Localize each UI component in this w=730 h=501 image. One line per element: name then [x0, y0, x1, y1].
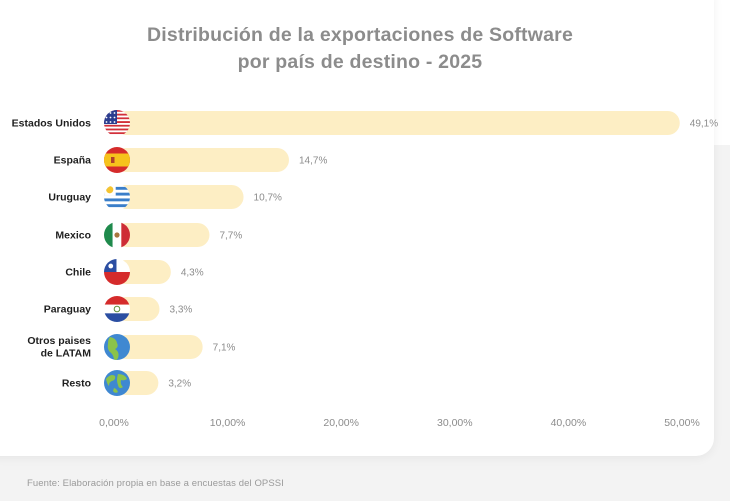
- bar: [114, 335, 203, 359]
- category-label: Estados Unidos: [12, 118, 92, 130]
- value-label: 4,3%: [181, 268, 204, 279]
- chart-title-line-1: Distribución de la exportaciones de Soft…: [147, 24, 573, 46]
- bar-chart: Estados Unidos 49,1% España 14,7% Uruguay 10,…: [12, 110, 718, 429]
- globe-americas-icon: [104, 334, 130, 360]
- globe-world-icon: [104, 370, 130, 396]
- value-label: 10,7%: [254, 193, 282, 204]
- spain-flag: [104, 147, 130, 173]
- source-note: Fuente: Elaboración propia en base a enc…: [27, 478, 284, 489]
- bar-row: Uruguay 10,7%: [48, 184, 282, 210]
- chart-title-line-2: por país de destino - 2025: [237, 51, 483, 73]
- x-tick-label: 20,00%: [323, 417, 359, 429]
- category-label: Chile: [65, 267, 91, 279]
- bar-row: Chile 4,3%: [65, 259, 204, 285]
- value-label: 3,2%: [168, 379, 191, 390]
- category-label: Uruguay: [48, 192, 91, 204]
- value-label: 14,7%: [299, 156, 327, 167]
- x-tick-label: 30,00%: [437, 417, 473, 429]
- bar: [114, 185, 244, 209]
- category-label: Paraguay: [44, 304, 91, 316]
- x-tick-label: 10,00%: [210, 417, 246, 429]
- uruguay-flag: [104, 184, 130, 210]
- bar: [114, 111, 680, 135]
- bar-row: Estados Unidos 49,1%: [12, 110, 718, 136]
- value-label: 49,1%: [690, 119, 718, 130]
- bar-row: Mexico 7,7%: [55, 222, 242, 248]
- value-label: 7,7%: [219, 231, 242, 242]
- chart-title: Distribución de la exportaciones de Soft…: [100, 22, 620, 76]
- value-label: 3,3%: [169, 305, 192, 316]
- chile-flag: [104, 259, 130, 285]
- x-tick-label: 50,00%: [664, 417, 700, 429]
- usa-flag: [104, 110, 130, 136]
- category-label: Mexico: [55, 230, 91, 242]
- bar-row: Otros paises de LATAM 7,1%: [27, 334, 236, 360]
- category-label: España: [54, 155, 92, 167]
- mexico-flag: [104, 222, 130, 248]
- category-label: Resto: [62, 378, 91, 390]
- paraguay-flag: [104, 296, 130, 322]
- bar-row: Resto 3,2%: [62, 370, 191, 396]
- bar: [114, 223, 210, 247]
- bar-row: Paraguay 3,3%: [44, 296, 192, 322]
- bar-row: España 14,7%: [54, 147, 327, 173]
- value-label: 7,1%: [213, 343, 236, 354]
- x-tick-label: 0,00%: [99, 417, 129, 429]
- category-label: Otros paises de LATAM: [27, 335, 91, 360]
- bar: [114, 148, 289, 172]
- x-tick-label: 40,00%: [551, 417, 587, 429]
